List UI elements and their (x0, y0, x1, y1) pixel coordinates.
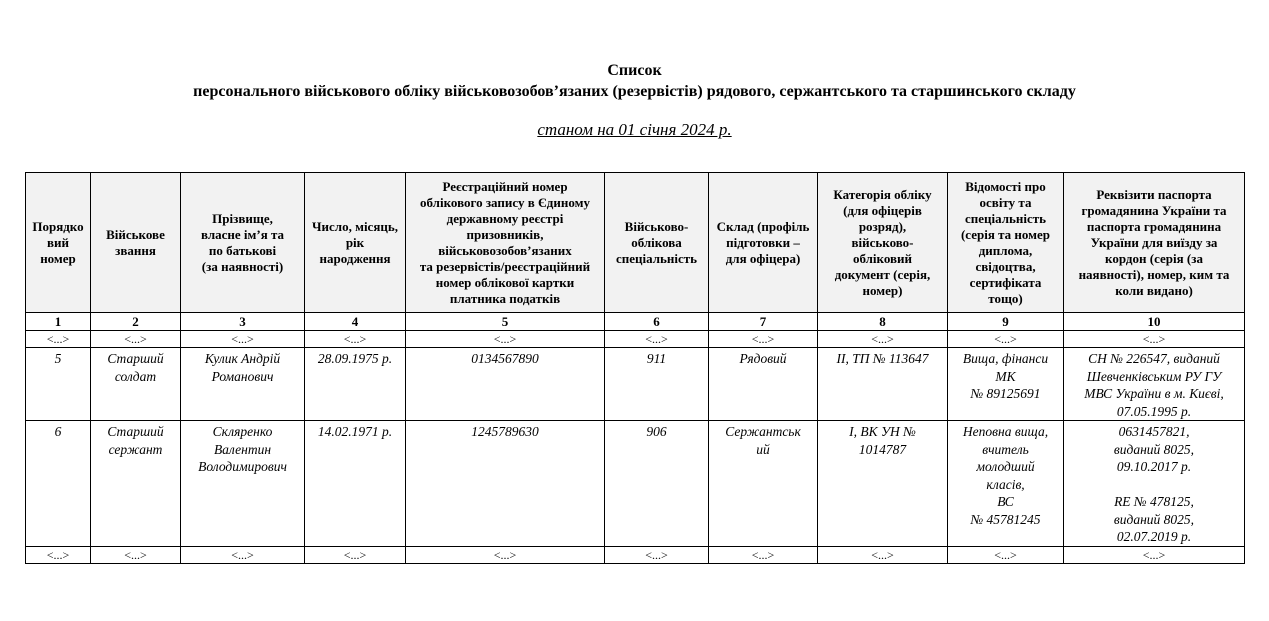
ellipsis-cell: <...> (1063, 330, 1245, 348)
table-cell: Неповна вища, вчитель молодший класів, В… (947, 420, 1064, 547)
ellipsis-cell: <...> (604, 330, 709, 348)
column-number: 2 (90, 312, 181, 331)
table-cell: Кулик Андрій Романович (180, 347, 305, 421)
column-number: 8 (817, 312, 948, 331)
table-cell: 0631457821, виданий 8025, 09.10.2017 р. … (1063, 420, 1245, 547)
column-header: Прізвище, власне ім’я та по батькові (за… (180, 172, 305, 313)
ellipsis-cell: <...> (708, 545, 818, 564)
column-number: 3 (180, 312, 305, 331)
column-header: Порядко вий номер (25, 172, 91, 313)
table-cell: 1245789630 (405, 420, 605, 547)
table-cell: 0134567890 (405, 347, 605, 421)
ellipsis-cell: <...> (817, 545, 948, 564)
document-title: Список (607, 62, 662, 79)
table-cell: 28.09.1975 р. (304, 347, 406, 421)
column-number: 9 (947, 312, 1064, 331)
ellipsis-cell: <...> (180, 545, 305, 564)
as-of-date: станом на 01 січня 2024 р. (0, 120, 1269, 140)
table-cell: Вища, фінанси МК № 89125691 (947, 347, 1064, 421)
ellipsis-cell: <...> (180, 330, 305, 348)
table-cell: Старший солдат (90, 347, 181, 421)
ellipsis-cell: <...> (604, 545, 709, 564)
column-number: 1 (25, 312, 91, 331)
table-cell: 911 (604, 347, 709, 421)
column-header: Реєстраційний номер облікового запису в … (405, 172, 605, 313)
as-of-date-text: станом на 01 січня 2024 р. (537, 120, 732, 139)
personnel-table: Порядко вий номер Військове звання Прізвищ… (25, 172, 1245, 564)
ellipsis-cell: <...> (947, 330, 1064, 348)
table-cell: Скляренко Валентин Володимирович (180, 420, 305, 547)
column-header: Число, місяць, рік народження (304, 172, 406, 313)
column-header: Склад (профіль підготовки – для офіцера) (708, 172, 818, 313)
table-cell: ІІ, ТП № 113647 (817, 347, 948, 421)
ellipsis-row: <...> <...> <...> <...> <...> <...> <...> <...>… (25, 545, 1245, 564)
ellipsis-cell: <...> (25, 330, 91, 348)
table-row: 5 Старший солдат Кулик Андрій Романович 28.… (25, 347, 1245, 421)
table-cell: 14.02.1971 р. (304, 420, 406, 547)
column-number: 7 (708, 312, 818, 331)
table-cell: Сержантськ ий (708, 420, 818, 547)
column-number: 10 (1063, 312, 1245, 331)
ellipsis-cell: <...> (405, 330, 605, 348)
column-number: 5 (405, 312, 605, 331)
column-number: 6 (604, 312, 709, 331)
ellipsis-cell: <...> (304, 330, 406, 348)
table-cell: 906 (604, 420, 709, 547)
column-header: Реквізити паспорта громадянина України т… (1063, 172, 1245, 313)
table-cell: СН № 226547, виданий Шевченківським РУ Г… (1063, 347, 1245, 421)
ellipsis-cell: <...> (304, 545, 406, 564)
table-row: 6 Старший сержант Скляренко Валентин Волод… (25, 420, 1245, 547)
ellipsis-row: <...> <...> <...> <...> <...> <...> <...> <...>… (25, 330, 1245, 348)
column-header: Категорія обліку (для офіцерів розряд), … (817, 172, 948, 313)
column-header: Військове звання (90, 172, 181, 313)
ellipsis-cell: <...> (90, 330, 181, 348)
ellipsis-cell: <...> (90, 545, 181, 564)
ellipsis-cell: <...> (25, 545, 91, 564)
column-header: Відомості про освіту та спеціальність (с… (947, 172, 1064, 313)
table-cell: І, ВК УН № 1014787 (817, 420, 948, 547)
document-subtitle: персонального військового обліку військо… (193, 83, 1076, 100)
table-cell: Старший сержант (90, 420, 181, 547)
ellipsis-cell: <...> (405, 545, 605, 564)
column-header: Військово- облікова спеціальність (604, 172, 709, 313)
table-cell: Рядовий (708, 347, 818, 421)
table-cell: 5 (25, 347, 91, 421)
ellipsis-cell: <...> (817, 330, 948, 348)
column-number: 4 (304, 312, 406, 331)
ellipsis-cell: <...> (708, 330, 818, 348)
column-number-row: 1 2 3 4 5 6 7 8 9 10 (25, 312, 1245, 331)
header-row: Порядко вий номер Військове звання Прізвищ… (25, 172, 1245, 313)
table-cell: 6 (25, 420, 91, 547)
ellipsis-cell: <...> (947, 545, 1064, 564)
ellipsis-cell: <...> (1063, 545, 1245, 564)
